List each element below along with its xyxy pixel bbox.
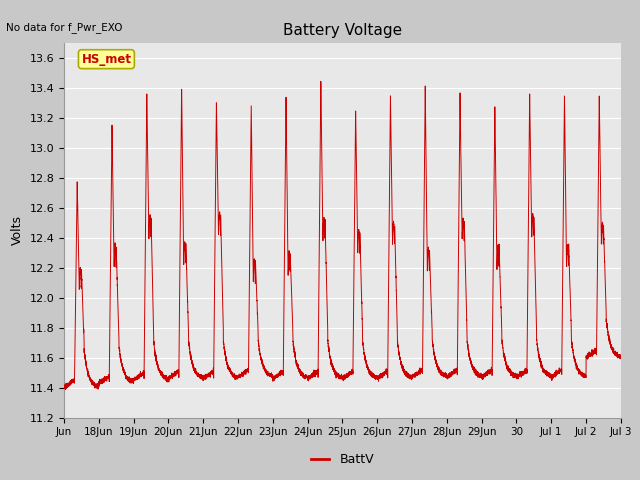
Y-axis label: Volts: Volts: [11, 216, 24, 245]
Text: HS_met: HS_met: [81, 53, 131, 66]
Text: No data for f_Pwr_EXO: No data for f_Pwr_EXO: [6, 22, 123, 33]
Legend: BattV: BattV: [306, 448, 379, 471]
Title: Battery Voltage: Battery Voltage: [283, 23, 402, 38]
